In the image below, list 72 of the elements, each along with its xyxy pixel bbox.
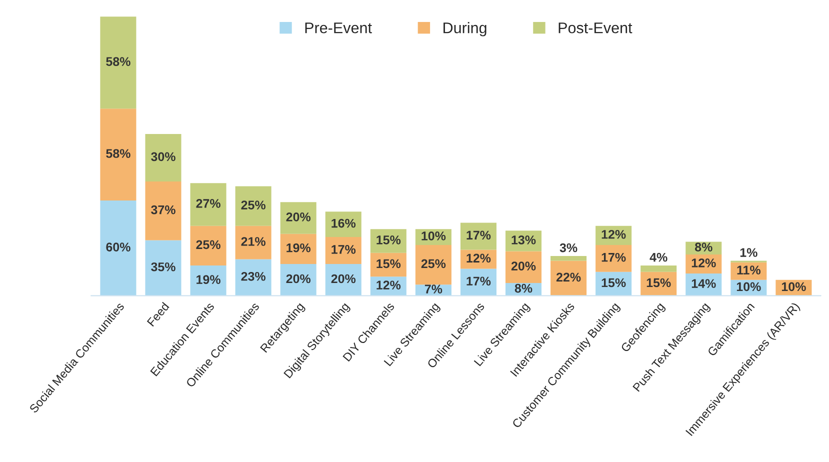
data-label: 20% — [511, 262, 536, 270]
data-label: 7% — [424, 284, 442, 294]
data-label: 20% — [286, 212, 311, 222]
data-label: 3% — [560, 243, 578, 252]
bar — [100, 200, 136, 296]
data-label: 15% — [602, 278, 626, 288]
data-label: 15% — [376, 236, 401, 244]
data-label: 37% — [151, 205, 176, 214]
data-label: 35% — [151, 262, 176, 272]
data-label: 19% — [196, 275, 220, 284]
data-label: 21% — [241, 237, 266, 246]
bar — [145, 182, 182, 240]
bar — [460, 222, 496, 250]
data-label: 12% — [466, 254, 491, 263]
bar — [550, 260, 587, 296]
data-label: 60% — [106, 242, 130, 252]
data-label: 23% — [241, 272, 266, 281]
data-label: 11% — [737, 266, 760, 274]
bar — [145, 134, 182, 182]
bar — [415, 244, 452, 285]
bar — [280, 234, 316, 264]
bar — [505, 251, 542, 283]
data-label: 25% — [196, 240, 220, 250]
data-label: 10% — [422, 232, 446, 240]
bar — [370, 229, 406, 253]
bar — [640, 266, 677, 272]
data-label: 17% — [332, 245, 356, 254]
bar — [550, 256, 587, 261]
data-label: 12% — [376, 280, 401, 290]
data-label: 25% — [241, 200, 266, 210]
data-label: 4% — [650, 252, 668, 262]
data-label: 19% — [286, 243, 311, 252]
data-label: 20% — [331, 274, 356, 284]
data-label: 13% — [512, 235, 536, 244]
bar — [235, 186, 272, 226]
bar — [325, 237, 362, 264]
bar — [280, 202, 316, 234]
data-label: 1% — [740, 248, 758, 257]
data-label: 20% — [286, 274, 311, 284]
data-label: 25% — [421, 259, 446, 268]
data-label: 15% — [646, 278, 671, 288]
data-label: 58% — [106, 149, 130, 158]
bar — [100, 16, 136, 109]
data-label: 58% — [106, 57, 130, 66]
data-label: 12% — [602, 230, 626, 239]
data-label: 17% — [602, 252, 626, 262]
data-label: 12% — [692, 258, 716, 268]
data-label: 8% — [694, 242, 712, 252]
legend-label: Pre-Event — [305, 22, 372, 34]
data-label: 17% — [466, 230, 491, 240]
bar — [596, 244, 632, 272]
data-label: 27% — [196, 199, 220, 208]
data-label: 14% — [692, 279, 716, 288]
bar — [235, 226, 272, 260]
data-label: 22% — [556, 272, 581, 282]
data-label: 16% — [332, 218, 356, 228]
bar — [505, 230, 542, 252]
legend-label: During — [444, 22, 486, 36]
data-label: 10% — [736, 282, 761, 292]
bar — [190, 183, 226, 226]
bar — [325, 212, 362, 238]
legend-label: Post-Event — [558, 22, 632, 34]
data-label: 10% — [782, 282, 806, 292]
bar — [460, 268, 496, 296]
bar — [100, 108, 136, 201]
data-label: 8% — [514, 284, 532, 293]
bar — [145, 240, 182, 296]
bar — [190, 226, 226, 266]
bar — [235, 259, 272, 296]
data-label: 30% — [151, 152, 176, 162]
data-label: 15% — [376, 259, 401, 268]
data-label: 17% — [466, 276, 491, 286]
